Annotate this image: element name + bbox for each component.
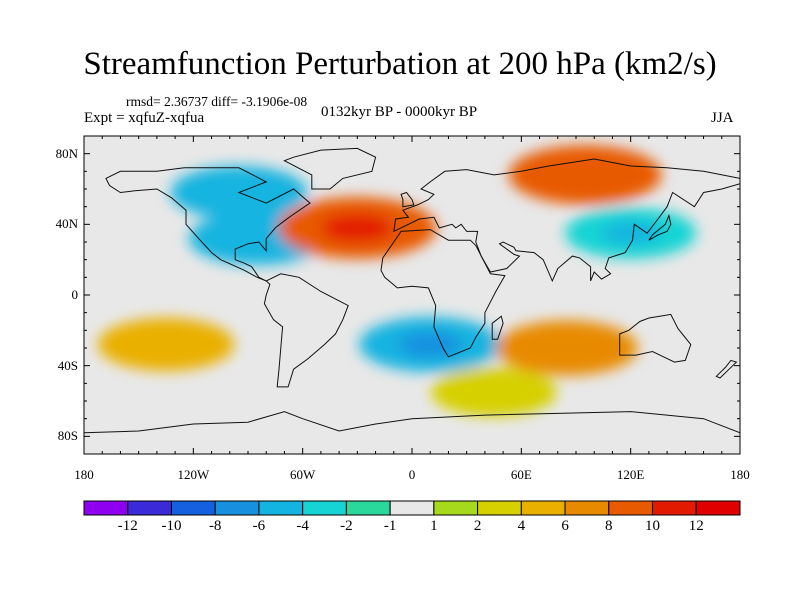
lat-label: 0 [71,287,79,302]
lon-label: 60E [510,467,532,482]
coastline-uk [400,191,415,208]
lat-label: 80S [57,428,78,444]
coastline-new-zealand [715,359,738,379]
colorbar-box [608,500,654,516]
coastline-south-america [263,273,349,388]
coastline-madagascar [491,315,504,340]
colorbar-box [258,500,304,516]
season-label: JJA [711,110,734,126]
colorbar-label: -4 [296,518,309,534]
field-layer [84,136,740,454]
colorbar-label: -10 [161,518,182,534]
colorbar-label: 6 [561,518,569,534]
colorbar-label: 8 [605,518,613,534]
lon-label: 120W [177,467,210,482]
colorbar-box [652,500,697,516]
lon-label: 120E [616,467,645,482]
colorbar-label: -8 [208,518,222,534]
lon-label: 60W [290,467,316,482]
colorbar-label: -2 [340,518,353,534]
coastline-australia [619,313,692,363]
colorbar-label: -1 [383,518,397,534]
lon-label: 180 [730,467,750,482]
coastline-eurasia [393,158,740,283]
lat-label: 40N [55,216,78,232]
colorbar-label: 4 [517,518,526,534]
stats-label: rmsd= 2.36737 diff= -3.1906e-08 [126,94,308,109]
colorbar-label: 2 [473,518,482,534]
colorbar-label: 12 [688,518,704,534]
field-core-positive-north-atlantic [321,214,394,242]
colorbar-box [83,500,129,516]
field-core-negative-gulf [226,226,288,251]
colorbar-box [477,500,522,516]
field-core-negative-south-atlantic [398,332,463,357]
colorbar-label: -6 [252,518,266,534]
colorbar-label: 10 [645,518,661,534]
field-core-positive-southern-ocean [465,381,523,404]
colorbar-box [302,500,347,516]
colorbar-box [695,500,741,516]
experiment-label: Expt = xqfuZ-xqfua [84,110,205,126]
field-core-negative-east-asia [601,221,661,245]
lon-label: 180 [74,467,94,482]
lat-label: 40S [57,357,78,373]
colorbar-label: 1 [430,518,438,534]
period-label: 0132kyr BP - 0000kyr BP [321,104,478,120]
colorbar-box [564,500,610,516]
coastline-japan [648,213,672,241]
field-core-positive-siberia [550,161,620,189]
colorbar-box [389,500,435,516]
field-core-positive-indian-ocean [534,335,599,361]
lon-label: 0 [408,467,416,482]
coastline-antarctica [84,411,740,434]
colorbar-box [345,500,391,516]
chart-title: Streamfunction Perturbation at 200 hPa (… [83,46,717,82]
coastline-north-america [105,167,311,282]
colorbar-box [127,500,172,516]
colorbar-box [433,500,479,516]
coastline-africa [380,229,506,358]
lat-label: 80N [55,145,78,161]
coastline-greenland [283,147,377,190]
colorbar-box [214,500,260,516]
colorbar-box [170,500,216,516]
colorbar-box [520,500,566,516]
colorbar-label: -12 [117,518,138,534]
field-core-positive-south-pacific [135,332,197,357]
